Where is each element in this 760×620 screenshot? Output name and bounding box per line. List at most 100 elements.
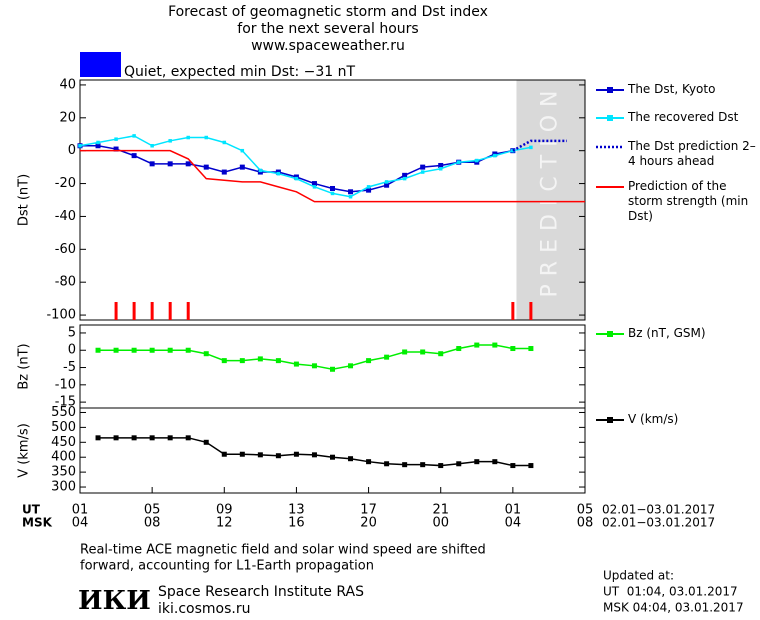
legend-label: V (km/s) xyxy=(628,412,679,426)
data-point xyxy=(239,164,245,170)
x-axis-dates: 02.01−03.01.2017 xyxy=(602,503,715,517)
title: Forecast of geomagnetic storm and Dst in… xyxy=(168,4,488,20)
data-point xyxy=(78,144,82,148)
data-point xyxy=(456,346,462,352)
data-point xyxy=(330,185,335,191)
data-point xyxy=(221,169,227,175)
data-point xyxy=(293,451,299,457)
data-point xyxy=(113,347,119,353)
data-point xyxy=(366,187,372,193)
data-point xyxy=(492,459,498,465)
legend-swatch xyxy=(607,331,613,337)
data-point xyxy=(95,435,101,441)
y-tick-label: -20 xyxy=(55,176,76,191)
data-point xyxy=(348,456,354,462)
data-point xyxy=(456,461,462,467)
data-point xyxy=(420,170,425,174)
y-tick-label: 300 xyxy=(51,480,76,495)
y-tick-label: 40 xyxy=(59,77,76,92)
status-indicator xyxy=(80,52,121,77)
institute-url: iki.cosmos.ru xyxy=(158,601,250,617)
data-point xyxy=(185,347,191,353)
data-point xyxy=(95,143,101,149)
data-point xyxy=(149,347,155,353)
prediction-label: PREDICTION xyxy=(538,83,563,298)
y-tick-label: -15 xyxy=(55,395,76,410)
prediction-band xyxy=(516,80,585,320)
x-tick-label: 08 xyxy=(144,516,161,531)
data-point xyxy=(96,140,100,145)
series-line xyxy=(98,437,531,467)
series-line xyxy=(80,145,513,193)
data-point xyxy=(528,463,534,469)
title: www.spaceweather.ru xyxy=(251,38,405,54)
series-line xyxy=(79,135,532,198)
data-point xyxy=(402,349,408,355)
data-point xyxy=(510,346,516,352)
data-point xyxy=(420,462,426,468)
data-point xyxy=(221,451,227,457)
x-tick-label: 20 xyxy=(360,516,377,531)
x-tick-label: 08 xyxy=(577,516,594,531)
data-point xyxy=(420,349,426,355)
data-point xyxy=(293,361,299,367)
data-point xyxy=(222,140,227,145)
y-tick-label: 400 xyxy=(51,450,76,465)
data-point xyxy=(384,182,390,188)
data-point xyxy=(185,161,191,167)
legend-swatch xyxy=(607,87,613,93)
data-point xyxy=(114,137,118,141)
legend-swatch xyxy=(607,417,613,423)
data-point xyxy=(258,168,263,173)
data-point xyxy=(113,146,119,152)
updated: MSK 04:04, 03.01.2017 xyxy=(603,601,744,615)
x-tick-label: 01 xyxy=(505,503,522,518)
legend-label: The recovered Dst xyxy=(628,110,739,124)
data-point xyxy=(149,161,155,167)
data-point xyxy=(384,354,390,360)
data-point xyxy=(330,366,335,372)
data-point xyxy=(529,145,533,150)
data-point xyxy=(257,356,263,362)
data-point xyxy=(366,459,372,465)
data-point xyxy=(131,153,137,159)
data-point xyxy=(257,452,263,458)
data-point xyxy=(239,451,245,457)
data-point xyxy=(131,435,137,441)
legend-label: Prediction of the storm strength (min Ds… xyxy=(628,179,749,223)
data-point xyxy=(294,176,299,181)
data-point xyxy=(438,463,444,469)
data-point xyxy=(221,358,227,364)
legend-label: The Dst, Kyoto xyxy=(628,82,716,96)
data-point xyxy=(402,172,408,178)
data-point xyxy=(203,164,209,170)
x-tick-label: 04 xyxy=(505,516,522,531)
data-point xyxy=(366,358,372,364)
data-point xyxy=(402,176,407,181)
data-point xyxy=(203,351,209,357)
data-point xyxy=(203,439,209,445)
data-point xyxy=(150,144,154,148)
x-tick-label: 00 xyxy=(432,516,449,531)
data-point xyxy=(330,191,335,196)
title: for the next several hours xyxy=(237,21,418,37)
plot-frame xyxy=(79,324,586,409)
y-axis-label: Dst (nT) xyxy=(17,174,32,226)
data-point xyxy=(475,158,479,163)
data-point xyxy=(438,351,444,357)
data-point xyxy=(167,161,173,167)
x-axis-row-label: UT xyxy=(22,503,41,517)
y-tick-label: 450 xyxy=(51,435,76,450)
legend-label: The Dst prediction 2–4 hours ahead xyxy=(628,139,756,168)
data-point xyxy=(438,167,443,171)
x-tick-label: 13 xyxy=(288,503,305,518)
data-point xyxy=(95,347,101,353)
x-tick-label: 09 xyxy=(216,503,233,518)
data-point xyxy=(276,171,281,176)
data-point xyxy=(204,135,208,140)
y-tick-label: -40 xyxy=(55,209,76,224)
data-point xyxy=(493,153,497,158)
y-tick-label: -60 xyxy=(55,242,76,257)
data-point xyxy=(312,185,317,189)
